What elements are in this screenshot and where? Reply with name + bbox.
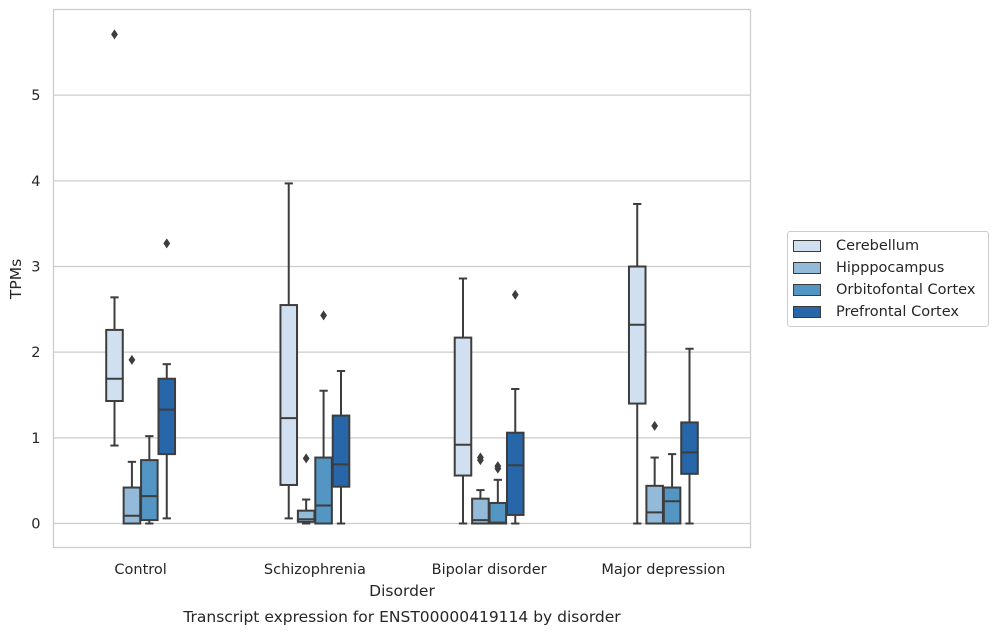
box	[122, 486, 142, 525]
box	[627, 265, 647, 405]
box-group	[157, 238, 177, 520]
outlier-point	[494, 461, 502, 472]
y-tick-labels: 0 1 2 3 4 5	[31, 88, 40, 532]
outlier-point	[128, 354, 136, 365]
legend-label: Prefrontal Cortex	[836, 304, 959, 320]
legend-label: Orbitofontal Cortex	[836, 282, 976, 298]
box-group	[505, 289, 525, 525]
x-tick-label: Major depression	[601, 562, 725, 578]
outlier-point	[302, 453, 310, 464]
box-group	[488, 461, 508, 525]
y-tick-label: 1	[31, 431, 40, 447]
legend-item: Orbitofontal Cortex	[793, 280, 975, 300]
y-tick-label: 0	[31, 517, 40, 533]
box	[453, 336, 473, 477]
box	[140, 459, 159, 522]
box-group	[662, 453, 682, 525]
outlier-point	[111, 29, 118, 40]
x-tick-label: Control	[114, 562, 166, 578]
legend-swatch	[793, 284, 821, 296]
box	[331, 414, 351, 488]
y-tick-label: 5	[31, 88, 40, 104]
legend: Cerebellum Hipppocampus Orbitofontal Cor…	[787, 231, 989, 327]
box-group	[314, 310, 333, 525]
box-group	[645, 420, 664, 525]
y-tick-label: 4	[31, 174, 40, 190]
box-group	[331, 370, 351, 525]
outlier-point	[477, 452, 484, 463]
box-group	[140, 435, 159, 525]
box	[662, 486, 682, 525]
box-group	[105, 29, 124, 447]
outlier-point	[511, 289, 519, 300]
x-tick-labels: Control Schizophrenia Bipolar disorder Majo…	[114, 562, 725, 578]
legend-label: Hipppocampus	[836, 260, 945, 276]
box-group	[680, 347, 699, 525]
y-tick-label: 3	[31, 260, 40, 276]
box	[645, 484, 664, 525]
legend-swatch	[793, 306, 821, 318]
box	[105, 328, 124, 403]
box	[279, 304, 299, 486]
box-group	[122, 354, 142, 525]
box-group	[296, 453, 316, 525]
x-tick-label: Schizophrenia	[264, 562, 366, 578]
x-axis-label: Disorder	[369, 582, 435, 600]
chart-caption: Transcript expression for ENST0000041911…	[182, 608, 621, 626]
legend-swatch	[793, 240, 821, 252]
legend-swatch	[793, 262, 821, 274]
y-axis-label: TPMs	[7, 259, 25, 300]
legend-item: Hipppocampus	[793, 258, 944, 278]
outlier-point	[163, 238, 171, 249]
legend-item: Cerebellum	[793, 236, 919, 256]
plot-frame	[52, 8, 752, 549]
box-group	[453, 277, 473, 525]
box	[314, 456, 333, 525]
box	[680, 421, 699, 475]
box-series	[105, 29, 699, 525]
x-tick-label: Bipolar disorder	[432, 562, 547, 578]
box-group	[627, 202, 647, 525]
legend-label: Cerebellum	[836, 238, 920, 254]
box-group	[471, 452, 490, 525]
box	[505, 431, 525, 516]
outlier-point	[320, 310, 327, 321]
box	[488, 501, 508, 525]
box-group	[279, 182, 299, 520]
box	[157, 377, 177, 456]
y-tick-label: 2	[31, 345, 40, 361]
outlier-point	[651, 420, 659, 431]
legend-item: Prefrontal Cortex	[793, 302, 959, 322]
